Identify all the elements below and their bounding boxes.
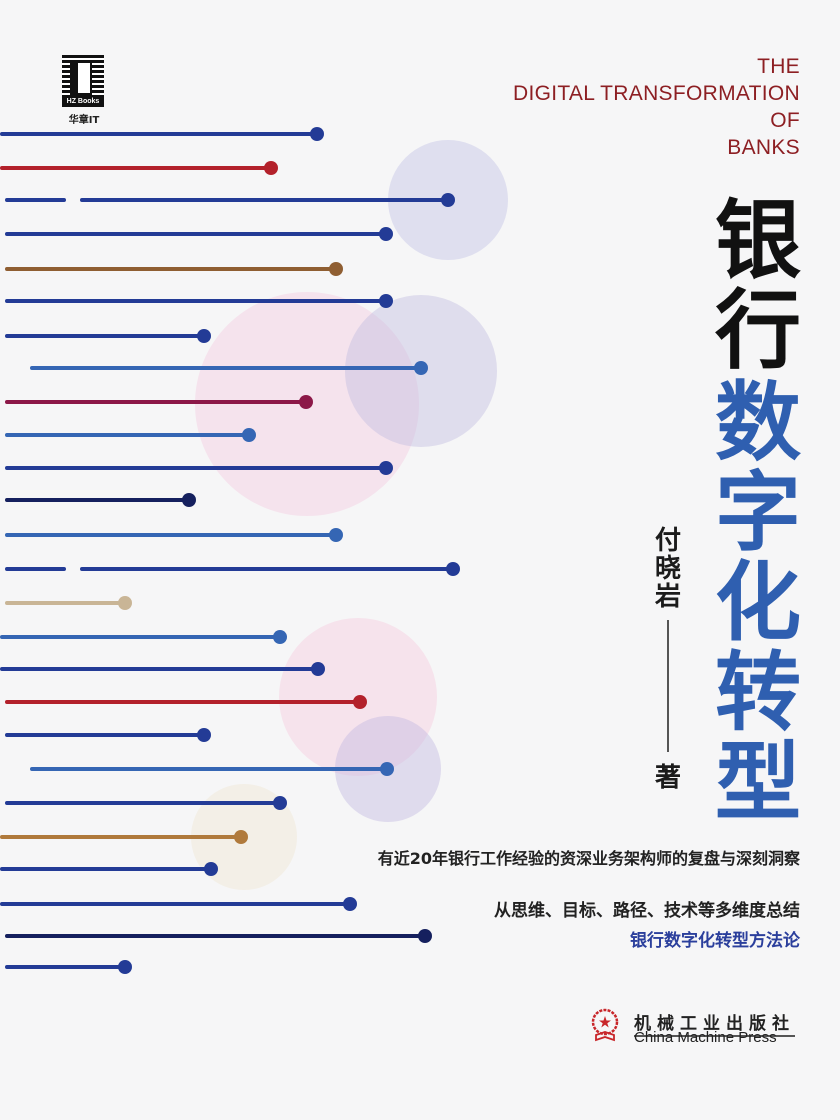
author-char: 晓: [654, 554, 681, 584]
english-title: THE DIGITAL TRANSFORMATION OF BANKS: [513, 53, 800, 161]
decorative-line: [0, 635, 280, 639]
author-char: 岩: [654, 582, 681, 612]
decorative-line: [5, 965, 125, 969]
logo-label: HZ Books: [62, 97, 104, 107]
decorative-line: [80, 567, 453, 571]
decorative-line: [0, 902, 350, 906]
decorative-line: [30, 767, 387, 771]
title-char: 字: [715, 463, 801, 563]
decorative-line: [5, 601, 125, 605]
decorative-line: [5, 801, 280, 805]
line-end-dot-icon: [379, 294, 393, 308]
line-end-dot-icon: [197, 728, 211, 742]
decorative-line: [0, 667, 318, 671]
decorative-line: [5, 267, 336, 271]
decorative-line: [5, 232, 386, 236]
line-end-dot-icon: [311, 662, 325, 676]
title-char: 银: [715, 191, 801, 291]
english-title-line: DIGITAL TRANSFORMATION: [512, 82, 800, 105]
tagline-1: 有近20年银行工作经验的资深业务架构师的复盘与深刻洞察: [377, 849, 800, 868]
english-title-line: OF: [770, 109, 800, 132]
line-end-dot-icon: [118, 596, 132, 610]
line-end-dot-icon: [414, 361, 428, 375]
line-end-dot-icon: [182, 493, 196, 507]
line-end-dot-icon: [197, 329, 211, 343]
imprint-name: 华章IT: [68, 115, 100, 126]
title-char: 行: [715, 281, 801, 381]
decorative-line: [5, 400, 306, 404]
title-blue: 数 字 化 转 型: [708, 378, 808, 828]
decorative-line: [80, 198, 448, 202]
decorative-line: [5, 334, 204, 338]
decorative-line: [0, 835, 241, 839]
line-end-dot-icon: [310, 127, 324, 141]
title-black: 银 行: [708, 196, 808, 376]
line-end-dot-icon: [329, 528, 343, 542]
english-title-line: BANKS: [727, 136, 800, 159]
hz-books-logo: HZ Books: [62, 55, 104, 109]
line-end-dot-icon: [379, 461, 393, 475]
title-char: 型: [715, 733, 801, 833]
line-end-dot-icon: [380, 762, 394, 776]
english-title-line: THE: [757, 55, 800, 78]
title-char: 转: [715, 643, 801, 743]
author-char: 付: [654, 526, 681, 556]
line-end-dot-icon: [273, 630, 287, 644]
author-name: 付 晓 岩: [650, 527, 686, 611]
line-end-dot-icon: [343, 897, 357, 911]
decorative-line: [5, 299, 386, 303]
decorative-line: [5, 733, 204, 737]
author-divider: [667, 620, 669, 752]
decorative-line: [30, 366, 421, 370]
line-end-dot-icon: [273, 796, 287, 810]
publisher-name-en: China Machine Press: [634, 1029, 777, 1046]
tagline-2: 从思维、目标、路径、技术等多维度总结: [494, 901, 800, 921]
author-role: 著: [654, 763, 681, 793]
decorative-line: [5, 934, 425, 938]
line-end-dot-icon: [204, 862, 218, 876]
line-end-dot-icon: [446, 562, 460, 576]
line-end-dot-icon: [418, 929, 432, 943]
line-end-dot-icon: [118, 960, 132, 974]
decorative-line: [5, 567, 66, 571]
door-icon: [62, 55, 104, 97]
line-end-dot-icon: [234, 830, 248, 844]
line-end-dot-icon: [242, 428, 256, 442]
tagline-3: 银行数字化转型方法论: [630, 931, 800, 951]
decorative-line: [5, 498, 189, 502]
decorative-line: [5, 700, 360, 704]
line-end-dot-icon: [353, 695, 367, 709]
title-char: 数: [715, 373, 801, 473]
decorative-line: [0, 132, 317, 136]
decorative-line: [0, 166, 271, 170]
line-end-dot-icon: [264, 161, 278, 175]
title-char: 化: [715, 553, 801, 653]
decorative-line: [5, 433, 249, 437]
publisher-emblem-icon: [591, 1008, 619, 1042]
line-end-dot-icon: [379, 227, 393, 241]
line-end-dot-icon: [299, 395, 313, 409]
line-end-dot-icon: [329, 262, 343, 276]
publisher: 机械工业出版社 China Machine Press: [590, 1008, 810, 1048]
decorative-line: [5, 198, 66, 202]
decorative-line: [5, 533, 336, 537]
decorative-line: [5, 466, 386, 470]
line-end-dot-icon: [441, 193, 455, 207]
decorative-line: [0, 867, 211, 871]
publisher-name-cn: 机械工业出版社: [634, 1009, 795, 1037]
